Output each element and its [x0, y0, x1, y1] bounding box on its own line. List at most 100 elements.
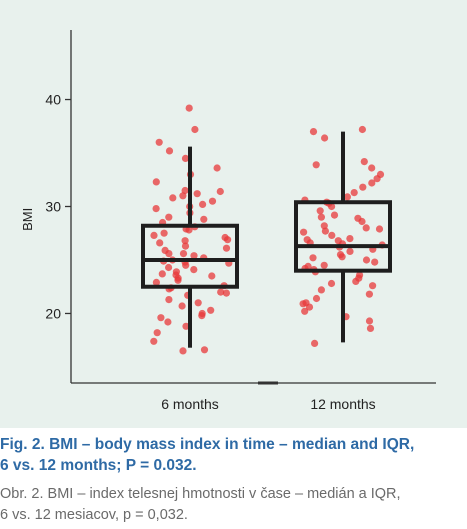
data-point	[338, 253, 346, 261]
data-point	[153, 329, 161, 337]
points-layer	[150, 104, 386, 355]
data-point	[178, 302, 186, 310]
data-point	[371, 258, 379, 266]
data-point	[181, 154, 190, 162]
data-point	[299, 300, 307, 308]
data-point	[222, 289, 230, 297]
data-point	[158, 270, 166, 278]
data-point	[365, 290, 373, 298]
data-point	[190, 252, 198, 260]
data-point	[179, 347, 187, 355]
data-point	[207, 306, 215, 314]
data-point	[172, 271, 180, 279]
data-point	[346, 235, 354, 243]
data-point	[160, 229, 168, 237]
figure-caption-slovak: Obr. 2. BMI – index telesnej hmotnosti v…	[0, 484, 467, 526]
data-point	[300, 228, 308, 236]
data-point	[181, 186, 189, 195]
data-point	[330, 211, 339, 219]
data-point	[360, 158, 368, 166]
data-point	[321, 134, 329, 142]
caption-en-line-1: Fig. 2. BMI – body mass index in time – …	[0, 436, 415, 453]
y-tick-label: 30	[45, 199, 61, 215]
x-tick-label: 12 months	[310, 396, 375, 412]
data-point	[365, 317, 374, 325]
caption-sk-line-2: 6 vs. 12 mesiacov, p = 0,032.	[0, 507, 188, 523]
data-point	[193, 190, 201, 198]
data-point	[152, 278, 160, 286]
data-point	[191, 125, 199, 134]
data-point	[165, 263, 173, 272]
data-point	[320, 261, 328, 269]
data-point	[213, 164, 221, 172]
data-point	[165, 213, 173, 221]
data-point	[156, 239, 164, 247]
data-point	[368, 179, 376, 187]
data-point	[182, 322, 190, 330]
data-point	[309, 254, 317, 262]
iqr-box	[141, 223, 239, 289]
data-point	[368, 164, 376, 172]
data-point	[373, 175, 381, 183]
data-point	[169, 194, 177, 202]
data-point	[316, 207, 324, 215]
data-point	[301, 307, 309, 315]
y-axis-label: BMI	[20, 208, 35, 231]
data-point	[185, 104, 193, 112]
data-point	[217, 288, 225, 296]
data-point	[150, 231, 158, 239]
caption-sk-line-1: Obr. 2. BMI – index telesnej hmotnosti v…	[0, 486, 401, 502]
data-point	[350, 189, 358, 197]
boxes-layer	[141, 131, 392, 348]
data-point	[366, 324, 375, 332]
data-point	[317, 286, 325, 294]
axes-layer: 20 30 40 BMI 6 months 12 months	[20, 30, 436, 412]
data-point	[222, 244, 231, 252]
y-tick-label: 20	[45, 305, 61, 321]
data-point	[328, 231, 336, 239]
data-point	[190, 266, 198, 274]
data-point	[165, 250, 173, 258]
data-point	[150, 337, 158, 345]
data-point	[327, 279, 336, 288]
data-point	[208, 272, 216, 280]
data-point	[199, 200, 207, 208]
data-point	[155, 138, 163, 146]
chart-figure: 20 30 40 BMI 6 months 12 months	[0, 0, 467, 428]
data-point	[165, 147, 174, 155]
data-point	[362, 256, 371, 264]
x-tick-label: 6 months	[161, 396, 219, 412]
data-point	[208, 197, 217, 205]
data-point	[309, 128, 318, 136]
data-point	[152, 178, 160, 186]
data-point	[179, 250, 188, 258]
data-point	[321, 227, 329, 235]
caption-en-line-2: 6 vs. 12 months; P = 0.032.	[0, 457, 197, 474]
data-point	[194, 299, 202, 307]
data-point	[375, 225, 384, 233]
data-point	[165, 296, 173, 304]
data-point	[328, 202, 336, 211]
data-point	[369, 282, 377, 290]
data-point	[359, 183, 367, 191]
data-point	[181, 237, 189, 245]
data-point	[303, 236, 311, 244]
data-point	[343, 193, 351, 201]
box-plot-chart: 20 30 40 BMI 6 months 12 months	[20, 30, 436, 412]
data-point	[362, 224, 370, 232]
data-point	[311, 339, 319, 347]
data-point	[346, 247, 354, 255]
data-point	[312, 294, 321, 303]
data-point	[224, 236, 232, 244]
data-point	[317, 213, 325, 221]
data-point	[200, 215, 208, 223]
data-point	[304, 262, 312, 270]
y-tick-label: 40	[45, 92, 61, 108]
data-point	[157, 314, 165, 322]
data-point	[352, 277, 360, 285]
data-point	[198, 312, 206, 320]
iqr-box	[294, 200, 392, 273]
data-point	[164, 318, 172, 326]
data-point	[312, 161, 320, 169]
data-point	[200, 346, 209, 354]
